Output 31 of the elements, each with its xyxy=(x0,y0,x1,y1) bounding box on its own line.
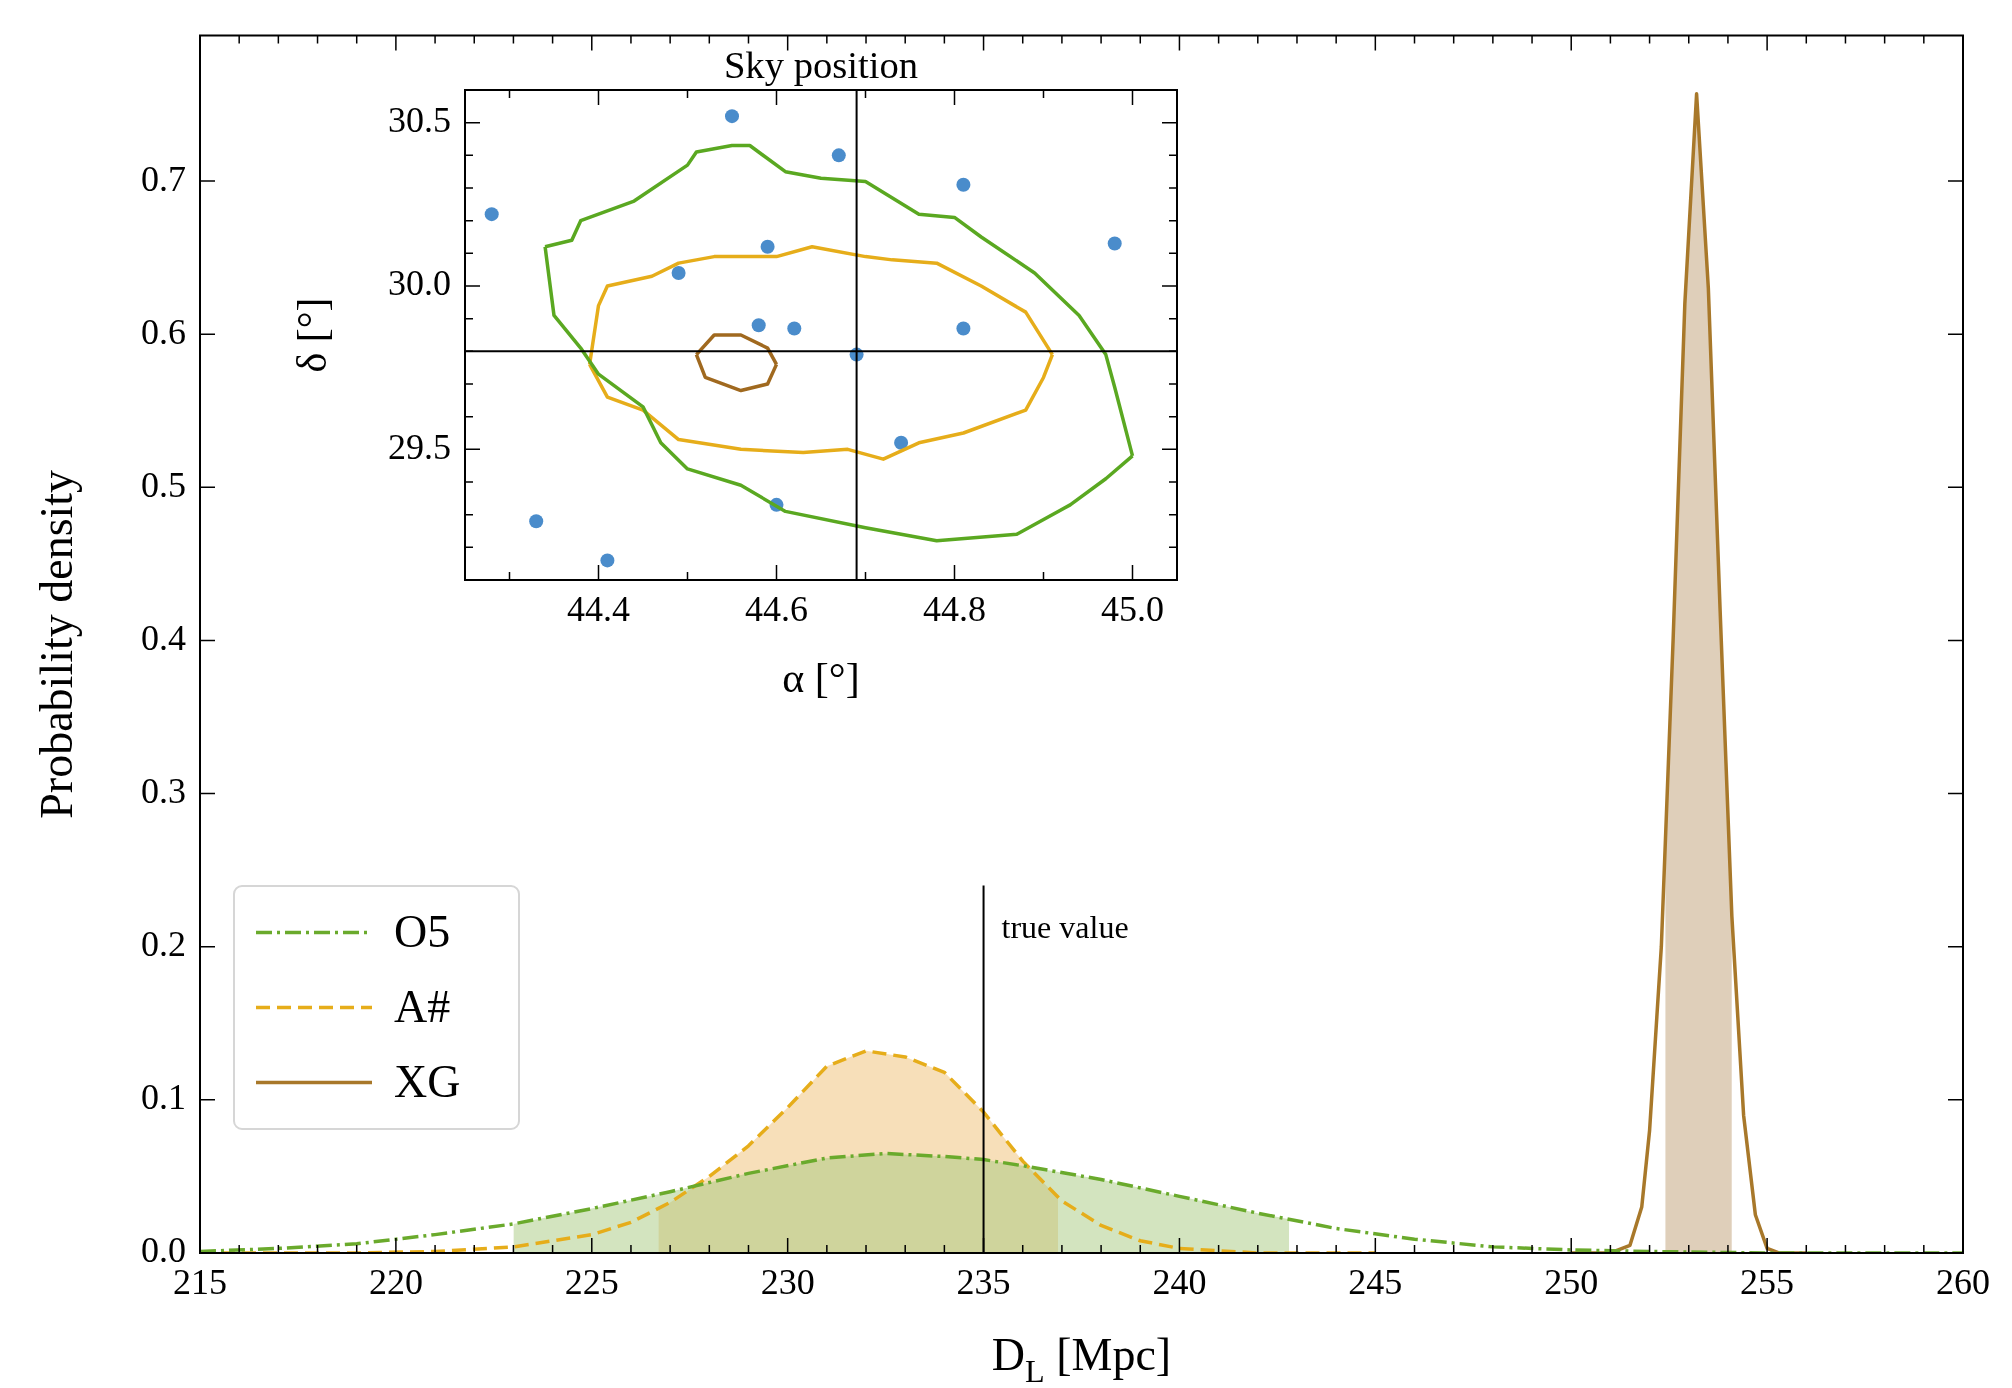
annotation: true value xyxy=(1001,908,1129,945)
x-tick-label: 240 xyxy=(1152,1262,1207,1303)
x-tick-label: 250 xyxy=(1544,1262,1599,1303)
y-axis-title: Probability density xyxy=(31,469,83,819)
x-tick-label: 220 xyxy=(368,1262,423,1303)
x-tick-label: 225 xyxy=(564,1262,619,1303)
legend-label: XG xyxy=(394,1055,461,1107)
y-tick-label: 0.3 xyxy=(141,771,186,812)
y-tick-label: 29.5 xyxy=(388,426,451,467)
legend-label: O5 xyxy=(394,905,451,957)
y-tick-label: 0.5 xyxy=(141,464,186,505)
x-tick-label: 44.6 xyxy=(745,589,808,630)
y-tick-label: 0.6 xyxy=(141,311,186,352)
y-axis-title: δ [°] xyxy=(289,297,336,373)
legend-label: A# xyxy=(394,980,451,1032)
x-tick-label: 44.8 xyxy=(923,589,986,630)
y-tick-label: 30.0 xyxy=(388,263,451,304)
x-tick-label: 260 xyxy=(1936,1262,1990,1303)
y-tick-label: 30.5 xyxy=(388,100,451,141)
x-tick-label: 245 xyxy=(1348,1262,1403,1303)
x-tick-label: 235 xyxy=(956,1262,1011,1303)
x-tick-label: 255 xyxy=(1740,1262,1795,1303)
y-tick-label: 0.7 xyxy=(141,158,186,199)
y-tick-label: 0.1 xyxy=(141,1077,186,1118)
x-tick-label: 44.4 xyxy=(567,589,630,630)
chart-title: Sky position xyxy=(723,44,919,86)
y-tick-label: 0.2 xyxy=(141,924,186,965)
x-tick-label: 230 xyxy=(760,1262,815,1303)
x-axis-title: α [°] xyxy=(782,655,860,701)
x-tick-label: 45.0 xyxy=(1101,589,1164,630)
y-tick-label: 0.4 xyxy=(141,617,186,658)
